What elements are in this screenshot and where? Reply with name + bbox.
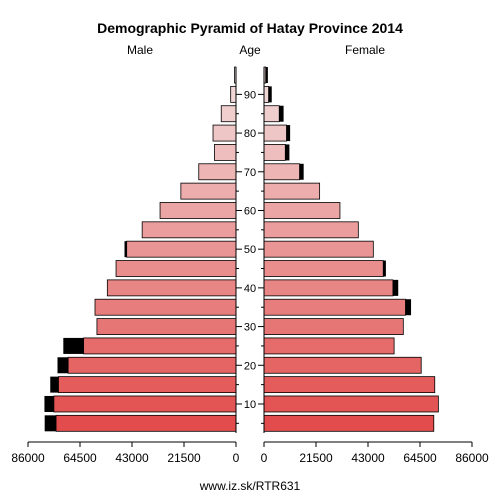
female-bar xyxy=(263,356,422,374)
female-excess-bar xyxy=(279,105,284,122)
male-bar xyxy=(230,85,237,103)
male-bar xyxy=(220,105,237,123)
source-label: www.iz.sk/RTR631 xyxy=(199,479,301,493)
male-x-tick-label: 21500 xyxy=(167,451,201,465)
female-excess-bar xyxy=(265,67,268,84)
age-header: Age xyxy=(239,43,261,57)
age-tick-label: 50 xyxy=(244,244,256,256)
female-bar xyxy=(263,298,406,316)
male-bar xyxy=(214,144,237,161)
male-bar xyxy=(53,395,237,413)
age-tick-label: 70 xyxy=(244,167,256,179)
female-excess-bar xyxy=(405,299,412,316)
female-bar xyxy=(263,221,359,239)
male-excess-bar xyxy=(44,395,54,412)
male-excess-bar xyxy=(124,241,127,258)
male-bar xyxy=(141,221,237,239)
female-bar xyxy=(263,414,435,432)
male-bar xyxy=(106,279,237,297)
male-bar xyxy=(55,414,237,432)
male-excess-bar xyxy=(63,337,84,354)
female-bar xyxy=(263,240,374,258)
male-bar xyxy=(94,298,237,316)
male-bar xyxy=(83,337,237,355)
female-bar xyxy=(263,105,280,123)
age-tick-label: 40 xyxy=(244,283,256,295)
female-excess-bar xyxy=(286,125,291,142)
female-x-tick-label: 21500 xyxy=(299,451,333,465)
female-excess-bar xyxy=(268,86,272,103)
female-bar xyxy=(263,144,286,161)
female-bar xyxy=(263,395,439,413)
male-header: Male xyxy=(127,43,153,57)
female-bar xyxy=(263,85,269,103)
female-bar xyxy=(263,376,436,394)
male-x-tick-label: 86000 xyxy=(11,451,45,465)
age-tick-label: 90 xyxy=(244,89,256,101)
female-excess-bar xyxy=(285,144,290,161)
female-bar xyxy=(263,182,321,200)
female-bar xyxy=(263,260,384,277)
female-bar xyxy=(263,337,395,355)
male-excess-bar xyxy=(44,415,57,432)
female-bar xyxy=(263,202,341,219)
female-x-tick-label: 64500 xyxy=(403,451,437,465)
male-bar xyxy=(180,182,237,200)
male-bar xyxy=(96,318,237,335)
male-x-tick-label: 64500 xyxy=(63,451,97,465)
male-x-tick-label: 43000 xyxy=(115,451,149,465)
female-excess-bar xyxy=(392,279,399,296)
female-header: Female xyxy=(345,43,385,57)
female-excess-bar xyxy=(299,163,304,180)
male-bar xyxy=(67,356,237,374)
female-x-tick-label: 86000 xyxy=(455,451,489,465)
age-tick-label: 30 xyxy=(244,322,256,334)
male-bar xyxy=(58,376,237,394)
male-x-tick-label: 0 xyxy=(233,451,240,465)
male-bar xyxy=(212,124,237,142)
female-x-tick-label: 0 xyxy=(261,451,268,465)
age-tick-label: 80 xyxy=(244,128,256,140)
age-tick-label: 60 xyxy=(244,205,256,217)
male-excess-bar xyxy=(57,357,69,374)
male-bar xyxy=(159,202,237,219)
female-excess-bar xyxy=(383,260,386,277)
female-bar xyxy=(263,318,404,335)
female-bar xyxy=(263,163,300,181)
female-x-tick-label: 43000 xyxy=(351,451,385,465)
male-bar xyxy=(126,240,237,258)
male-bar xyxy=(115,260,237,277)
male-bar xyxy=(198,163,237,181)
chart-title: Demographic Pyramid of Hatay Province 20… xyxy=(97,20,403,36)
age-tick-label: 20 xyxy=(244,360,256,372)
female-bar xyxy=(263,124,287,142)
male-excess-bar xyxy=(50,376,59,393)
female-bar xyxy=(263,279,394,297)
age-tick-label: 10 xyxy=(244,399,256,411)
